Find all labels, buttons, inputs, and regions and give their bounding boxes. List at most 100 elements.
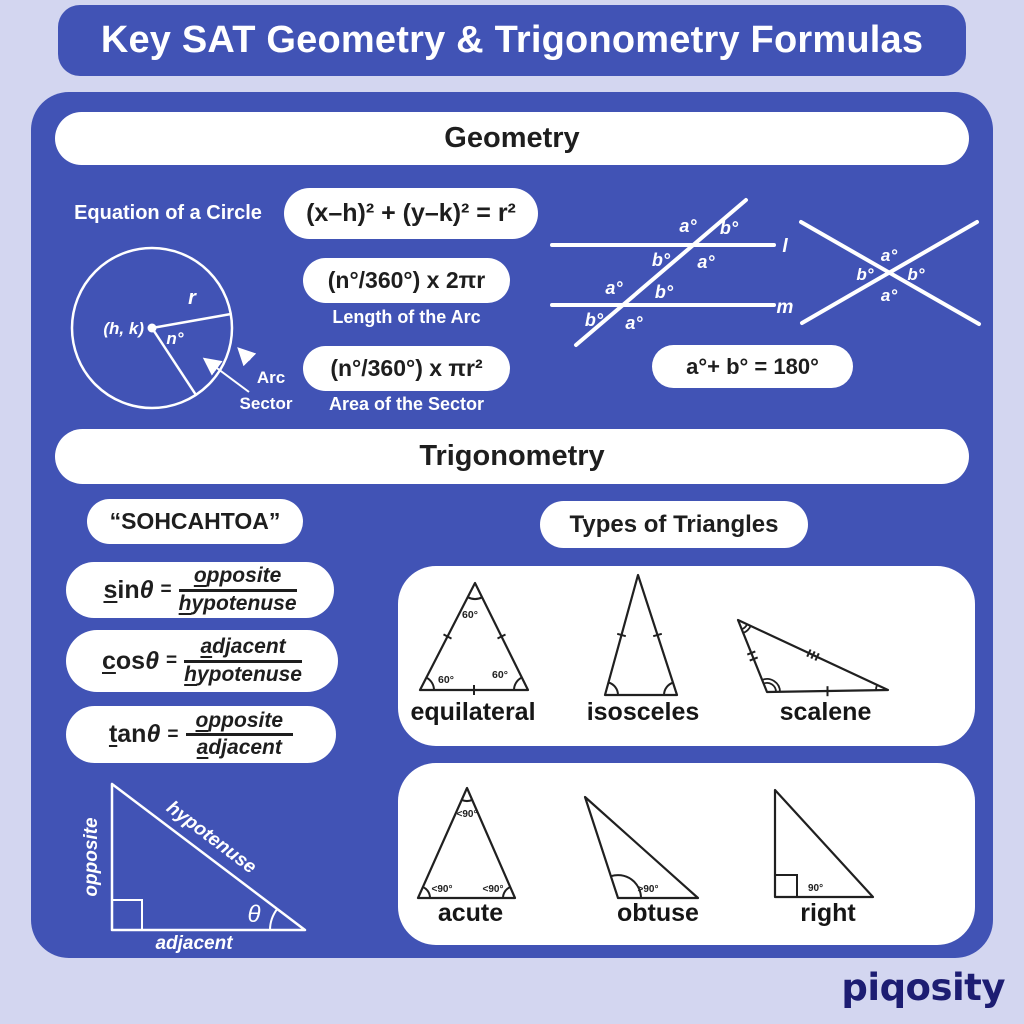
- radius-line: [151, 312, 232, 330]
- supplementary-angles-pill: a°+ b° = 180°: [652, 345, 853, 388]
- right-angle-mark: [112, 899, 143, 930]
- geometry-section-header: Geometry: [55, 112, 969, 165]
- tan-numerator: opposite: [185, 709, 294, 736]
- tan-fraction: opposite adjacent: [185, 709, 294, 760]
- sector-label: Sector: [240, 394, 293, 413]
- trigonometry-section-header: Trigonometry: [55, 429, 969, 484]
- obtuse-triangle-figure: >90°: [583, 795, 700, 900]
- angle-label: <90°: [483, 884, 504, 895]
- angle-label: 60°: [492, 669, 508, 681]
- sin-formula-pill: sinθ = opposite hypotenuse: [66, 562, 334, 618]
- vertical-angle-left: b°: [856, 265, 873, 284]
- angle-b-mid-left: b°: [652, 250, 671, 270]
- cos-numerator: adjacent: [184, 635, 302, 663]
- double-tick: [746, 650, 759, 662]
- arc-arrow: [237, 347, 257, 367]
- tan-function: tanθ: [108, 720, 161, 748]
- arc-length-pill: (n°/360°) x 2πr: [303, 258, 510, 303]
- cos-denominator: hypotenuse: [184, 662, 302, 686]
- circle-equation-formula: (x–h)² + (y–k)² = r²: [306, 199, 516, 227]
- angle-label: 60°: [438, 674, 454, 686]
- parallel-lines-diagram: l m a° b° b° a° a° b° b° a°: [550, 198, 794, 347]
- angle-b-low-right: b°: [655, 282, 674, 302]
- vertical-angle-right: b°: [907, 265, 924, 284]
- equals-sign: =: [167, 723, 179, 745]
- vertical-angles-diagram: a° b° b° a°: [799, 220, 981, 326]
- arc-label: Arc: [257, 368, 285, 387]
- angle-label: <90°: [432, 884, 453, 895]
- piqosity-logo: piqosity: [841, 966, 1005, 1009]
- arc-length-caption: Length of the Arc: [332, 307, 481, 327]
- sector-arrow: [202, 357, 250, 393]
- triple-tick: [806, 649, 820, 661]
- header-bar: Key SAT Geometry & Trigonometry Formulas: [58, 5, 966, 76]
- theta-arc: [269, 908, 279, 931]
- angle-label: >90°: [638, 884, 659, 895]
- sohcahtoa-label: “SOHCAHTOA”: [109, 508, 281, 534]
- sin-denominator: hypotenuse: [178, 591, 297, 615]
- line-m-label: m: [777, 297, 794, 318]
- equilateral-label: equilateral: [410, 698, 536, 726]
- angle-a-low-left: a°: [605, 278, 623, 298]
- right-angle-mark: [775, 874, 798, 897]
- angle-a-bottom-right: a°: [625, 313, 643, 333]
- scalene-triangle-figure: [736, 618, 890, 697]
- supplementary-formula: a°+ b° = 180°: [686, 353, 819, 379]
- angle-label: <90°: [457, 809, 478, 820]
- cos-formula-pill: cosθ = adjacent hypotenuse: [66, 630, 338, 692]
- transversal-line: [574, 198, 748, 347]
- vertical-angle-bottom: a°: [881, 286, 897, 305]
- center-coords-label: (h, k): [103, 319, 144, 338]
- adjacent-label: adjacent: [155, 933, 233, 954]
- congruence-ticks: [616, 632, 663, 638]
- isosceles-triangle-figure: [603, 573, 679, 697]
- cos-function: cosθ: [101, 646, 160, 675]
- sector-area-formula: (n°/360°) x πr²: [330, 355, 483, 381]
- triangle-types-box-2: <90° <90° <90° acute >90° obtuse 90° rig…: [398, 763, 975, 945]
- tan-formula-pill: tanθ = opposite adjacent: [66, 706, 336, 763]
- equilateral-triangle-figure: 60° 60° 60°: [418, 581, 530, 695]
- scalene-label: scalene: [779, 698, 872, 726]
- circle-diagram: r n° (h, k) Arc Sector: [70, 246, 293, 413]
- congruence-ticks: [443, 633, 506, 695]
- hypotenuse-label: hypotenuse: [162, 797, 260, 878]
- triangle-types-box-1: 60° 60° 60° equilateral isosceles scalen…: [398, 566, 975, 746]
- central-angle-label: n°: [166, 329, 183, 348]
- sin-function: sinθ: [103, 575, 154, 604]
- isosceles-label: isosceles: [586, 698, 700, 726]
- circle-equation-label: Equation of a Circle: [74, 202, 262, 224]
- sin-fraction: opposite hypotenuse: [178, 564, 297, 615]
- right-triangle-figure: 90°: [773, 788, 875, 899]
- angle-b-bottom-left: b°: [585, 310, 604, 330]
- geometry-section-title: Geometry: [444, 122, 580, 154]
- circle-outline: [70, 246, 234, 410]
- obtuse-label: obtuse: [617, 899, 699, 927]
- page-title: Key SAT Geometry & Trigonometry Formulas: [100, 19, 924, 61]
- angle-a-mid-right: a°: [697, 252, 715, 272]
- line-l-label: l: [782, 236, 788, 257]
- sector-area-pill: (n°/360°) x πr²: [303, 346, 510, 391]
- angle-label: 60°: [462, 609, 478, 621]
- angle-a-top-left: a°: [679, 216, 697, 236]
- sector-line: [150, 327, 198, 396]
- right-label: right: [800, 899, 856, 927]
- angle-label: 90°: [808, 883, 823, 894]
- vertical-angle-top: a°: [881, 246, 897, 265]
- acute-triangle-figure: <90° <90° <90°: [416, 786, 517, 900]
- circle-equation-pill: (x–h)² + (y–k)² = r²: [284, 188, 538, 239]
- trigonometry-section-title: Trigonometry: [419, 440, 605, 472]
- radius-label: r: [188, 287, 197, 309]
- cos-fraction: adjacent hypotenuse: [184, 635, 302, 686]
- equals-sign: =: [166, 650, 178, 671]
- sin-numerator: opposite: [178, 564, 297, 592]
- types-of-triangles-pill: Types of Triangles: [540, 501, 808, 548]
- types-of-triangles-label: Types of Triangles: [569, 510, 779, 538]
- opposite-label: opposite: [81, 817, 102, 897]
- equals-sign: =: [160, 579, 172, 600]
- tan-denominator: adjacent: [196, 736, 282, 759]
- angle-b-top-right: b°: [720, 218, 739, 238]
- triangle-outline: [110, 782, 307, 932]
- arc-length-formula: (n°/360°) x 2πr: [327, 267, 486, 293]
- crossing-line-2: [800, 220, 979, 325]
- theta-label: θ: [247, 901, 260, 928]
